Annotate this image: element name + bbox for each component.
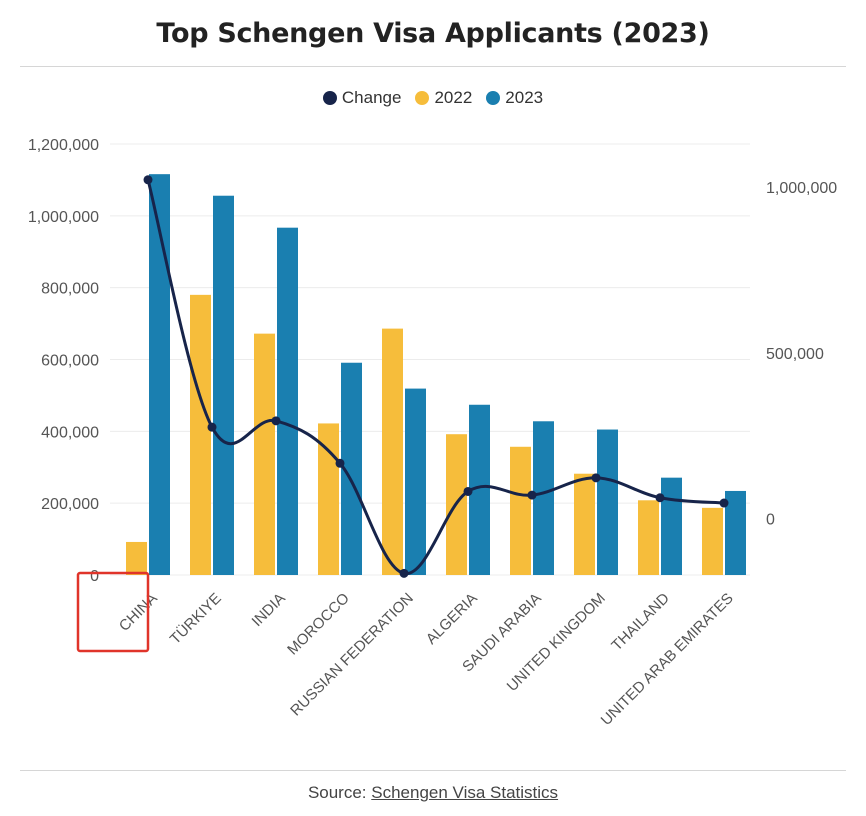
bar-2023 xyxy=(341,362,362,575)
legend-item-2023[interactable]: 2023 xyxy=(486,88,543,108)
legend-swatch-2022 xyxy=(415,91,430,105)
line-change xyxy=(146,179,725,575)
chart-plot: 0 200,000 400,000 600,000 800,000 1,000,000 1,… xyxy=(28,137,837,729)
bar-2022 xyxy=(702,507,723,575)
y-right-tick-label: 1,000,000 xyxy=(766,180,837,197)
point-change xyxy=(719,498,729,508)
legend-label-change: Change xyxy=(341,88,402,107)
legend-swatch-2023 xyxy=(486,91,501,105)
bar-2023 xyxy=(213,195,234,575)
highlight-box xyxy=(76,571,150,653)
x-tick-label: RUSSIAN FEDERATION xyxy=(287,590,417,720)
bar-2023 xyxy=(597,429,618,575)
chart-legend: Change 2022 2023 xyxy=(0,88,866,108)
source-link[interactable]: Schengen Visa Statistics xyxy=(371,783,559,802)
legend-label-2022: 2022 xyxy=(434,88,473,107)
bar-2022 xyxy=(638,500,659,575)
point-change xyxy=(271,416,281,426)
bar-2022 xyxy=(318,423,339,575)
point-change xyxy=(143,175,153,185)
x-tick-label: THAILAND xyxy=(608,590,673,655)
legend-label-2023: 2023 xyxy=(505,88,544,107)
bar-2023 xyxy=(725,490,746,575)
point-change xyxy=(207,422,217,432)
bar-2022 xyxy=(510,446,531,575)
bar-2023 xyxy=(469,404,490,575)
bar-2023 xyxy=(533,421,554,575)
x-tick-label: INDIA xyxy=(249,590,289,630)
bar-2022 xyxy=(254,333,275,575)
bar-2022 xyxy=(126,541,147,575)
legend-item-change[interactable]: Change xyxy=(322,88,402,108)
y-left-tick-label: 1,200,000 xyxy=(28,137,99,154)
y-left-tick-label: 800,000 xyxy=(41,281,99,298)
title-divider xyxy=(20,66,846,67)
bar-2023 xyxy=(149,174,170,576)
y-left-tick-label: 400,000 xyxy=(41,424,99,441)
y-left-tick-label: 200,000 xyxy=(41,496,99,513)
point-change xyxy=(527,490,537,500)
bar-2023 xyxy=(277,227,298,575)
point-change xyxy=(463,486,473,496)
y-left-tick-label: 0 xyxy=(90,568,99,585)
bar-2022 xyxy=(382,328,403,575)
point-change xyxy=(335,458,345,468)
y-right-tick-label: 0 xyxy=(766,512,775,529)
source-line: Source: Schengen Visa Statistics xyxy=(0,783,866,803)
point-change xyxy=(399,568,409,578)
x-tick-label: TÜRKIYE xyxy=(166,589,225,648)
bar-2023 xyxy=(405,388,426,575)
y-right-tick-label: 500,000 xyxy=(766,346,824,363)
point-change xyxy=(655,493,665,503)
bar-2023 xyxy=(661,477,682,575)
x-tick-label: ALGERIA xyxy=(423,590,481,648)
source-prefix: Source: xyxy=(307,783,367,802)
legend-item-2022[interactable]: 2022 xyxy=(415,88,472,108)
y-left-tick-label: 1,000,000 xyxy=(28,209,99,226)
y-left-tick-label: 600,000 xyxy=(41,353,99,370)
chart-title: Top Schengen Visa Applicants (2023) xyxy=(156,18,710,49)
point-change xyxy=(591,473,601,483)
x-tick-label: MOROCCO xyxy=(284,590,353,659)
x-tick-label: CHINA xyxy=(116,590,161,635)
bar-2022 xyxy=(190,294,211,575)
legend-swatch-change xyxy=(322,91,337,105)
bar-2022 xyxy=(574,473,595,575)
footer-divider xyxy=(20,770,846,771)
x-tick-label: UNITED ARAB EMIRATES xyxy=(598,590,737,729)
